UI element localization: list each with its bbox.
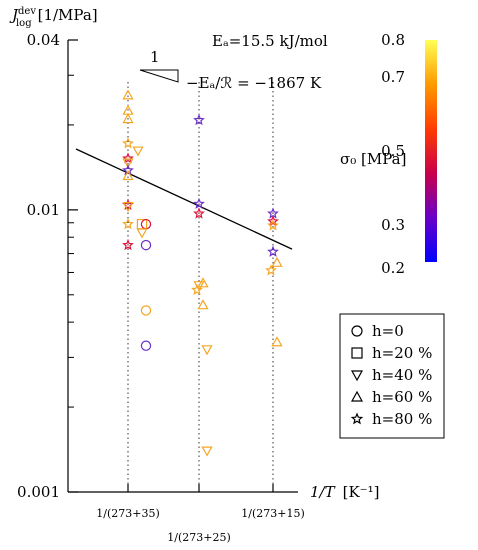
y-axis-title-sub: log bbox=[16, 18, 32, 29]
slope-run-label: 1 bbox=[150, 48, 160, 66]
data-point-triangle-up bbox=[122, 113, 134, 124]
colorbar-ticks: 0.2 0.3 0.5 0.7 0.8 bbox=[381, 31, 405, 277]
x-axis-title-unit: [K⁻¹] bbox=[343, 483, 380, 501]
y-axis-title-unit: [1/MPa] bbox=[38, 6, 98, 24]
activation-energy-label: Eₐ=15.5 kJ/mol bbox=[212, 32, 328, 50]
legend: h=0 h=20 % h=40 % h=60 % h=80 % bbox=[339, 313, 445, 439]
data-point-star bbox=[267, 219, 279, 231]
legend-label: h=60 % bbox=[372, 388, 432, 406]
data-point-star bbox=[122, 137, 134, 149]
data-point-star bbox=[193, 197, 205, 209]
colorbar-tick-label: 0.3 bbox=[381, 216, 405, 234]
data-point-triangle-down bbox=[136, 228, 148, 239]
y-axis-title-main: J bbox=[9, 6, 19, 24]
colorbar-label: σ₀ [MPa] bbox=[340, 150, 406, 168]
legend-label: h=0 bbox=[372, 322, 404, 340]
legend-marker-triangle-down bbox=[350, 370, 364, 382]
legend-items: h=0 h=20 % h=40 % h=60 % h=80 % bbox=[350, 322, 432, 428]
slope-expression: −Eₐ/ℛ = −1867 K bbox=[186, 74, 322, 92]
x-axis-title: 1/T [K⁻¹] bbox=[310, 483, 379, 501]
y-axis-ticks: 0.001 0.01 0.04 bbox=[17, 31, 78, 501]
colorbar: 0.2 0.3 0.5 0.7 0.8 σ₀ [MPa] bbox=[340, 31, 437, 277]
colorbar-gradient bbox=[425, 40, 437, 262]
category-gridlines bbox=[127, 82, 274, 492]
data-point-triangle-up bbox=[271, 336, 283, 347]
data-point-star bbox=[191, 283, 203, 295]
x-tick-label: 1/(273+15) bbox=[241, 507, 305, 520]
legend-box bbox=[339, 313, 445, 439]
data-points bbox=[122, 89, 283, 457]
legend-marker-square bbox=[351, 347, 363, 359]
slope-triangle bbox=[139, 69, 179, 83]
colorbar-tick-label: 0.2 bbox=[381, 259, 405, 277]
data-point-circle bbox=[140, 239, 152, 251]
x-tick-label: 1/(273+35) bbox=[96, 507, 160, 520]
y-axis-title: Jdev log [1/MPa] bbox=[9, 6, 98, 29]
data-point-triangle-up bbox=[122, 89, 134, 100]
data-point-triangle-up bbox=[271, 256, 283, 267]
data-point-triangle-up bbox=[197, 299, 209, 310]
y-tick-label: 0.04 bbox=[27, 31, 60, 49]
data-point-star bbox=[122, 152, 134, 164]
fit-line bbox=[75, 148, 293, 250]
data-point-star bbox=[122, 198, 134, 211]
y-tick-label: 0.001 bbox=[17, 483, 60, 501]
legend-label: h=40 % bbox=[372, 366, 432, 384]
data-point-star bbox=[193, 207, 205, 219]
data-point-star bbox=[267, 245, 279, 257]
data-point-triangle-down bbox=[122, 201, 134, 213]
legend-marker-triangle-up bbox=[350, 390, 364, 402]
x-axis-ticks: 1/(273+35) 1/(273+25) 1/(273+15) bbox=[96, 484, 305, 544]
y-tick-label: 0.01 bbox=[27, 201, 60, 219]
colorbar-tick-label: 0.7 bbox=[381, 68, 405, 86]
data-point-star bbox=[265, 264, 277, 276]
data-point-triangle-down bbox=[132, 146, 144, 157]
x-axis-title-main: 1/T bbox=[310, 483, 336, 501]
legend-marker-circle bbox=[351, 325, 363, 337]
data-point-star bbox=[122, 238, 134, 251]
data-point-triangle-up bbox=[197, 277, 209, 288]
x-tick-label: 1/(273+25) bbox=[167, 531, 231, 544]
data-point-circle bbox=[140, 340, 152, 351]
data-point-triangle-down bbox=[122, 158, 134, 169]
legend-label: h=20 % bbox=[372, 344, 432, 362]
legend-marker-star bbox=[350, 412, 364, 425]
legend-label: h=80 % bbox=[372, 410, 432, 428]
data-point-star bbox=[122, 164, 134, 176]
colorbar-tick-label: 0.8 bbox=[381, 31, 405, 49]
data-point-circle bbox=[140, 305, 152, 316]
data-point-star bbox=[193, 113, 205, 126]
data-point-triangle-down bbox=[201, 345, 213, 356]
data-point-triangle-down bbox=[201, 446, 213, 457]
data-point-star bbox=[122, 217, 134, 230]
data-point-triangle-up bbox=[122, 170, 134, 181]
data-point-star bbox=[267, 215, 279, 227]
y-axis-title-sup: dev bbox=[18, 6, 36, 17]
colorbar-tick-label: 0.5 bbox=[381, 142, 405, 160]
